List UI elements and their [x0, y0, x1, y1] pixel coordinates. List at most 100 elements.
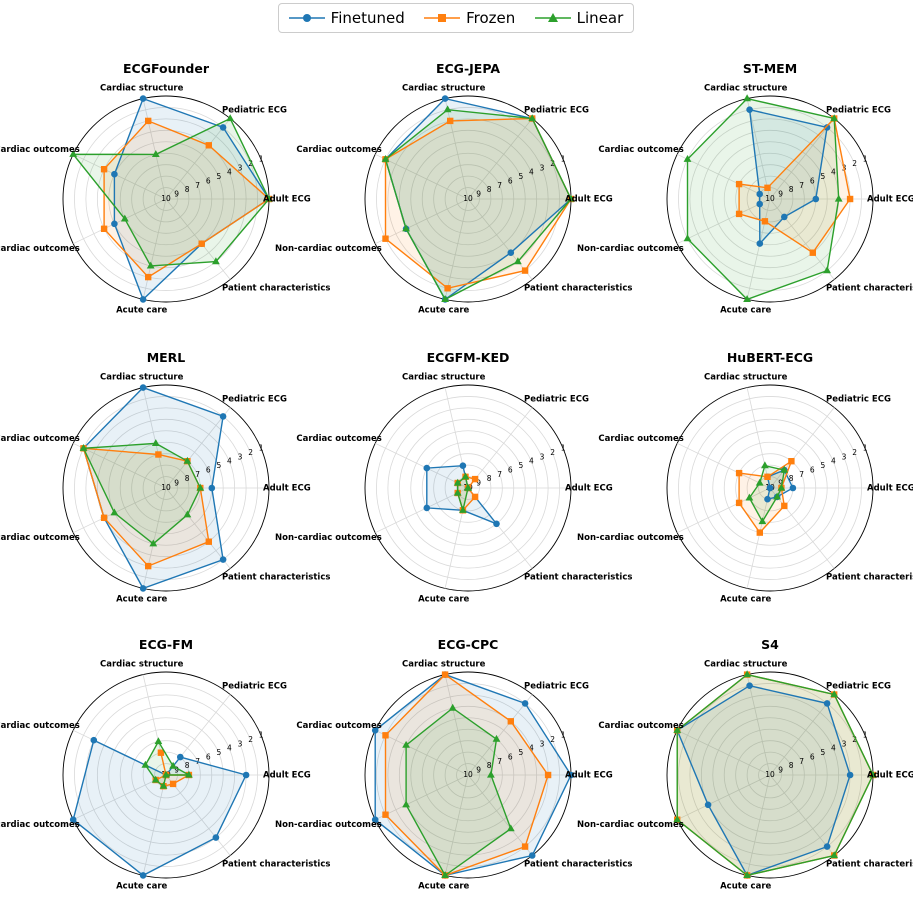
grid-spoke — [375, 198, 469, 245]
chart-title: S4 — [761, 637, 779, 652]
tick-label: 1 — [561, 731, 566, 740]
tick-label: 6 — [810, 466, 815, 475]
data-point — [382, 235, 389, 242]
tick-label: 9 — [778, 766, 783, 775]
axis-label: Acute care — [720, 595, 771, 605]
data-point — [139, 872, 147, 879]
data-point — [423, 464, 431, 472]
axis-label: Acute care — [116, 595, 167, 605]
data-point — [145, 117, 152, 125]
grid-spoke — [746, 774, 771, 876]
data-point — [834, 194, 843, 202]
grid-spoke — [375, 487, 469, 534]
tick-label: 10 — [463, 194, 473, 203]
data-point — [823, 843, 831, 850]
grid-spoke — [677, 487, 771, 534]
series-line-frozen — [82, 447, 210, 567]
axis-label: Pediatric ECG — [826, 681, 891, 691]
tick-label: 8 — [185, 474, 190, 483]
data-point — [212, 257, 220, 265]
data-point — [823, 700, 831, 707]
tick-label: 7 — [497, 757, 502, 766]
data-point — [780, 465, 789, 473]
series-line-finetuned — [748, 108, 828, 246]
axis-label: Cardiac structure — [704, 659, 788, 669]
tick-label: 3 — [540, 163, 545, 172]
data-point — [139, 95, 147, 102]
series-line-frozen — [384, 117, 572, 290]
data-point — [756, 190, 763, 198]
chart-title: MERL — [147, 350, 186, 365]
grid-spoke — [142, 387, 167, 489]
tick-label: 8 — [789, 185, 794, 194]
tick-label: 9 — [476, 190, 481, 199]
data-point — [265, 194, 273, 202]
grid-spoke — [165, 487, 231, 569]
axis-label: Adult ECG — [867, 484, 913, 494]
tick-label: 8 — [185, 185, 190, 194]
series-line-linear — [71, 117, 270, 267]
data-point — [809, 249, 816, 256]
data-point — [139, 384, 147, 391]
tick-label: 2 — [852, 448, 857, 457]
axis-label: Pediatric ECG — [222, 681, 287, 691]
tick-label: 6 — [508, 753, 513, 762]
tick-label: 9 — [476, 766, 481, 775]
tick-label: 1 — [259, 444, 264, 453]
tick-label: 7 — [195, 181, 200, 190]
data-point — [185, 770, 193, 778]
data-point — [382, 732, 389, 739]
tick-label: 5 — [519, 172, 524, 181]
data-point — [196, 483, 205, 491]
data-point — [507, 249, 515, 256]
axis-label: Pediatric ECG — [222, 394, 287, 404]
data-point — [846, 771, 854, 779]
tick-label: 6 — [810, 753, 815, 762]
series-fill-finetuned — [426, 465, 497, 524]
series-fill-frozen — [104, 120, 269, 278]
axis-label: Cardiac outcomes — [598, 721, 683, 731]
series-fill-frozen — [385, 118, 571, 289]
grid-spoke — [746, 387, 771, 489]
grid-spoke — [677, 729, 771, 776]
data-point — [459, 462, 467, 470]
chart-title: HuBERT-ECG — [727, 350, 813, 365]
tick-label: 3 — [842, 739, 847, 748]
tick-label: 9 — [174, 190, 179, 199]
data-point — [151, 775, 160, 783]
tick-label: 2 — [248, 159, 253, 168]
axis-label: Adult ECG — [867, 771, 913, 781]
series-line-frozen — [738, 117, 851, 254]
chart-title: ECGFM-KED — [427, 350, 510, 365]
series-line-linear — [676, 673, 874, 877]
tick-label: 2 — [852, 735, 857, 744]
data-point — [704, 801, 712, 809]
axis-label: Acute care — [418, 306, 469, 316]
data-point — [528, 114, 537, 122]
axis-label: Cardiac outcomes — [0, 721, 80, 731]
grid-spoke — [73, 153, 167, 200]
grid-spoke — [444, 198, 469, 300]
tick-label: 9 — [778, 479, 783, 488]
data-point — [766, 484, 774, 492]
grid-spoke — [444, 98, 469, 200]
data-point — [764, 473, 771, 480]
data-point — [781, 502, 788, 510]
tick-label: 1 — [863, 731, 868, 740]
tick-label: 10 — [463, 770, 473, 779]
axis-label: Pediatric ECG — [826, 105, 891, 115]
axis-label: Patient characteristics — [222, 860, 330, 870]
data-point — [788, 458, 795, 465]
data-point — [120, 214, 129, 222]
tick-label: 2 — [248, 735, 253, 744]
grid-spoke — [444, 774, 469, 876]
series-line-finetuned — [113, 97, 270, 301]
series-fill-linear — [677, 674, 873, 876]
data-point — [402, 800, 410, 808]
tick-label: 5 — [821, 461, 826, 470]
data-point — [743, 871, 751, 878]
axis-label: Adult ECG — [263, 195, 311, 205]
